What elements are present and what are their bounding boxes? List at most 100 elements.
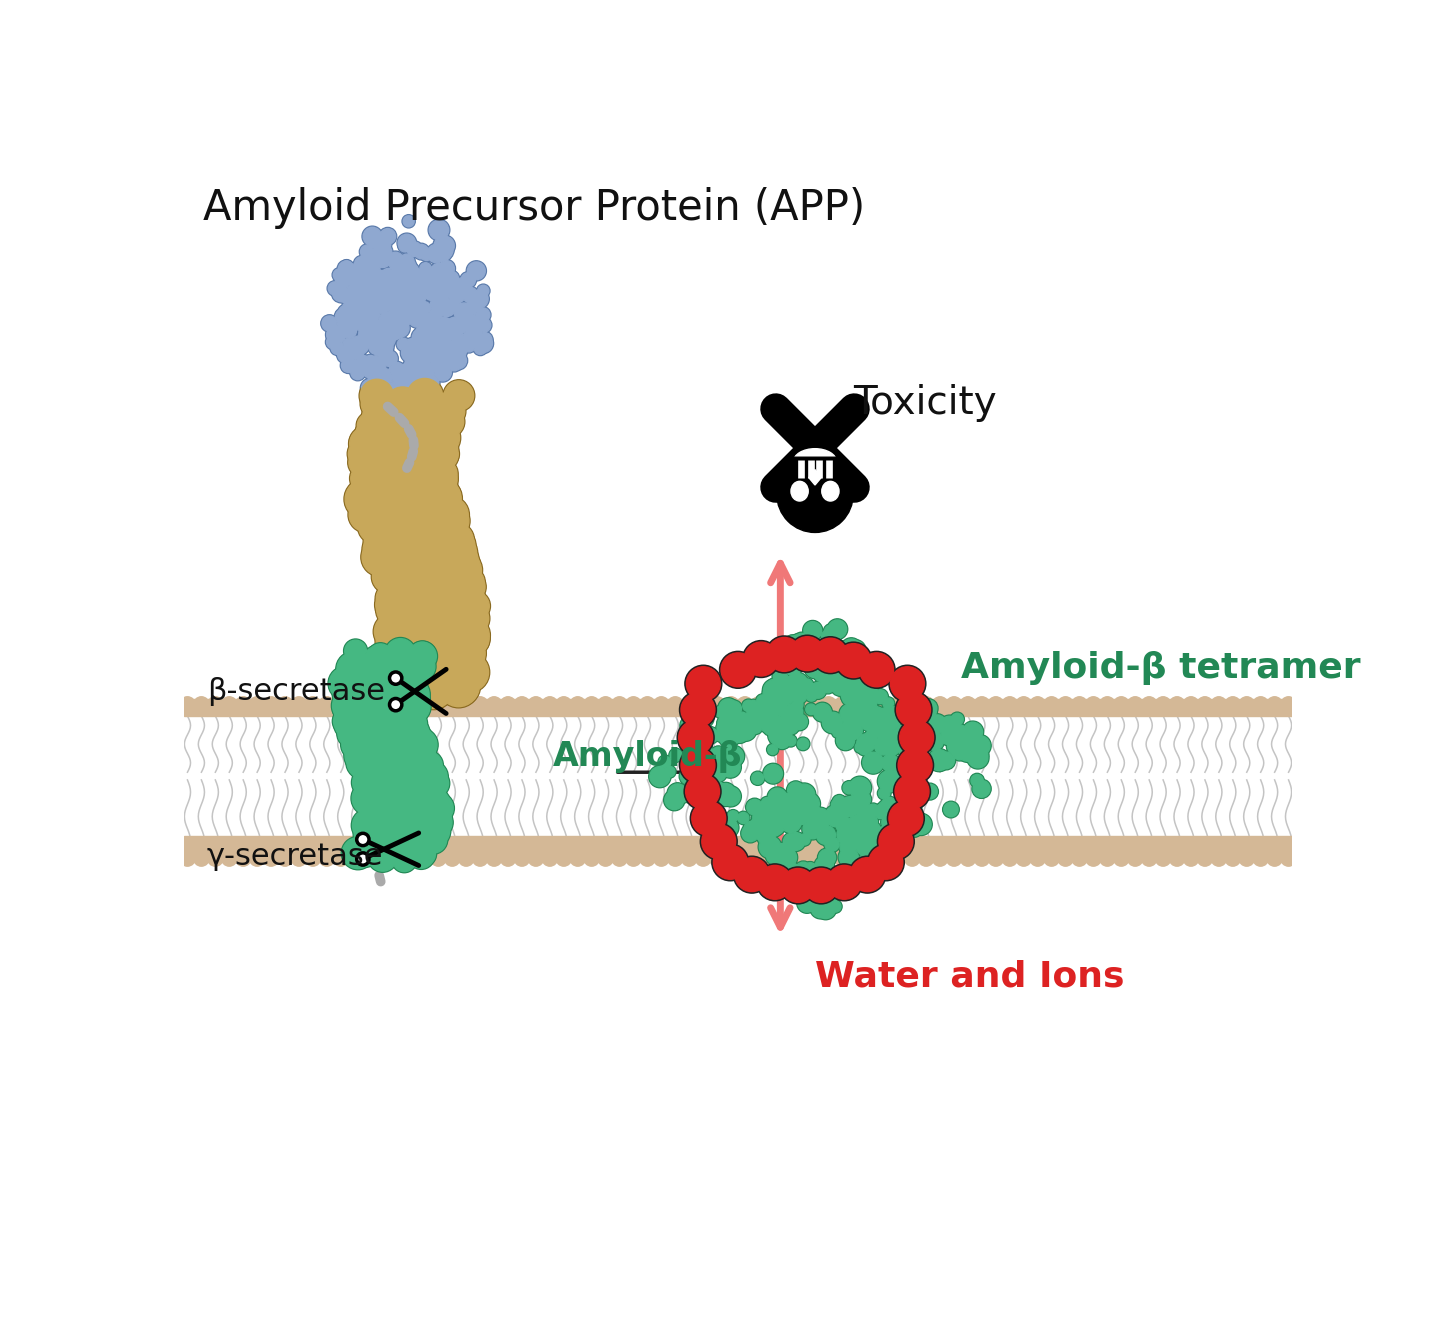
Circle shape: [455, 567, 485, 596]
Circle shape: [458, 312, 471, 325]
Circle shape: [952, 742, 969, 759]
Circle shape: [723, 716, 740, 734]
Circle shape: [727, 715, 742, 728]
Circle shape: [402, 215, 415, 228]
Circle shape: [377, 564, 413, 600]
Circle shape: [696, 851, 711, 866]
Circle shape: [865, 686, 877, 698]
Circle shape: [665, 791, 684, 810]
Circle shape: [416, 762, 448, 792]
Circle shape: [909, 740, 923, 754]
Circle shape: [384, 647, 416, 679]
Circle shape: [194, 851, 209, 866]
Circle shape: [383, 383, 399, 399]
Circle shape: [461, 272, 475, 287]
Circle shape: [467, 260, 487, 281]
Circle shape: [413, 546, 455, 588]
Circle shape: [804, 868, 838, 902]
Circle shape: [422, 622, 461, 660]
Circle shape: [694, 708, 713, 727]
Circle shape: [360, 711, 392, 743]
Circle shape: [439, 283, 451, 295]
Circle shape: [419, 655, 448, 683]
Circle shape: [451, 335, 469, 354]
Circle shape: [848, 696, 864, 712]
Circle shape: [364, 679, 392, 707]
Circle shape: [878, 800, 891, 814]
Circle shape: [901, 723, 919, 740]
Circle shape: [418, 265, 435, 281]
Circle shape: [732, 716, 743, 728]
Circle shape: [765, 687, 783, 706]
Circle shape: [1058, 851, 1073, 866]
Circle shape: [341, 260, 353, 272]
Circle shape: [331, 687, 367, 723]
Circle shape: [757, 827, 776, 847]
Circle shape: [927, 715, 946, 734]
Circle shape: [449, 590, 485, 624]
Circle shape: [372, 644, 413, 686]
Circle shape: [337, 346, 354, 363]
Circle shape: [721, 711, 739, 727]
Circle shape: [377, 464, 408, 495]
Circle shape: [436, 264, 454, 281]
Circle shape: [386, 289, 408, 311]
Circle shape: [873, 826, 896, 847]
Circle shape: [806, 851, 822, 866]
Circle shape: [837, 642, 848, 654]
Circle shape: [775, 850, 791, 866]
Circle shape: [366, 232, 383, 251]
Circle shape: [374, 328, 396, 350]
Circle shape: [773, 688, 793, 708]
Circle shape: [383, 715, 412, 743]
Circle shape: [801, 678, 814, 691]
Circle shape: [779, 811, 802, 834]
Circle shape: [426, 578, 458, 610]
Circle shape: [878, 771, 900, 792]
Circle shape: [353, 700, 379, 726]
Circle shape: [880, 823, 896, 839]
Circle shape: [946, 735, 968, 756]
Circle shape: [922, 783, 939, 800]
Circle shape: [420, 263, 431, 273]
Circle shape: [330, 340, 346, 356]
Circle shape: [359, 796, 389, 826]
Circle shape: [350, 752, 377, 780]
Circle shape: [793, 634, 809, 650]
Circle shape: [369, 739, 395, 764]
Circle shape: [397, 790, 425, 816]
Circle shape: [782, 792, 802, 812]
Circle shape: [757, 695, 769, 707]
Circle shape: [668, 784, 687, 803]
Circle shape: [428, 571, 468, 611]
Circle shape: [410, 518, 446, 555]
Circle shape: [1280, 696, 1296, 712]
Circle shape: [726, 702, 742, 716]
Circle shape: [428, 467, 456, 495]
Circle shape: [377, 695, 405, 723]
Circle shape: [425, 615, 465, 655]
Circle shape: [420, 826, 446, 852]
Circle shape: [1169, 696, 1185, 712]
Circle shape: [236, 696, 251, 712]
Circle shape: [376, 295, 392, 311]
Circle shape: [333, 690, 367, 726]
Circle shape: [379, 667, 408, 695]
Circle shape: [382, 320, 403, 342]
Circle shape: [351, 494, 392, 532]
Circle shape: [850, 778, 870, 798]
Circle shape: [356, 475, 387, 507]
Circle shape: [397, 540, 431, 574]
Circle shape: [336, 283, 347, 295]
Circle shape: [467, 324, 482, 340]
Circle shape: [773, 670, 788, 683]
Circle shape: [867, 823, 880, 835]
Circle shape: [798, 894, 816, 912]
Circle shape: [377, 762, 400, 786]
Circle shape: [428, 219, 449, 241]
Circle shape: [438, 344, 454, 360]
Circle shape: [904, 795, 914, 806]
Circle shape: [472, 851, 488, 866]
Circle shape: [449, 544, 478, 574]
Circle shape: [337, 315, 354, 332]
